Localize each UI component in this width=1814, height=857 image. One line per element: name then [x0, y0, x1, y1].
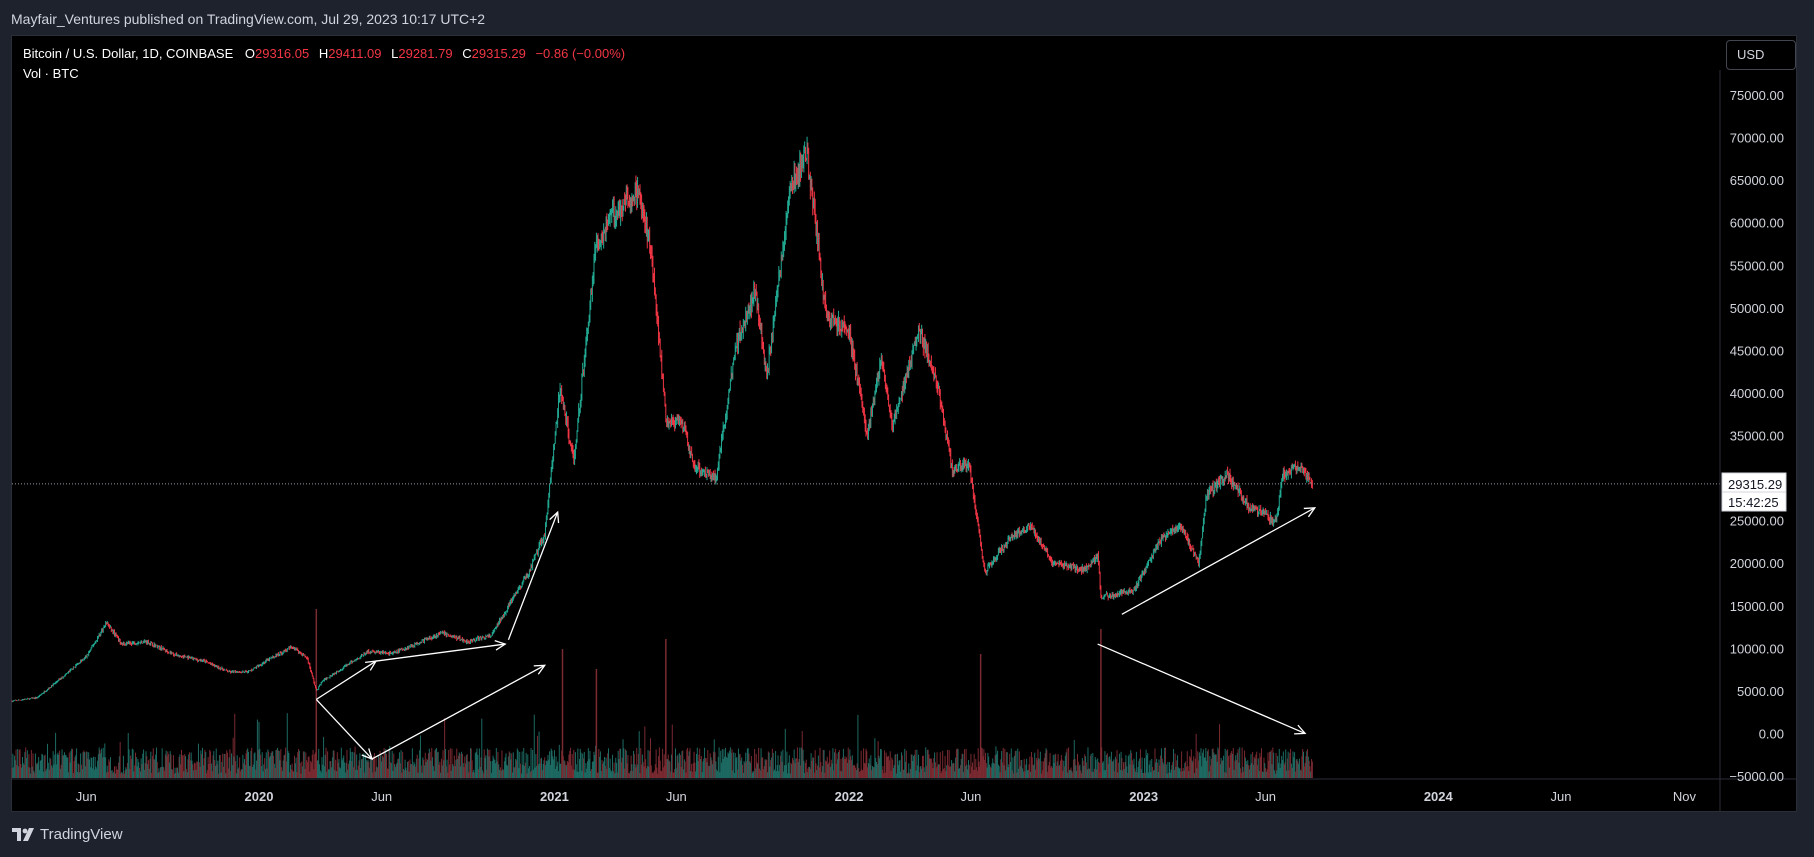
price-tag: 29315.29 15:42:25 [1721, 472, 1787, 512]
y-tick-label: −5000.00 [1729, 769, 1784, 784]
close-label: C [462, 46, 472, 61]
x-tick-label: 2021 [540, 789, 569, 804]
annotation-arrow [507, 510, 560, 641]
y-tick-label: 0.00 [1759, 726, 1784, 741]
open-label: O [244, 46, 255, 61]
low-label: L [391, 46, 399, 61]
x-tick-label: Jun [666, 789, 687, 804]
x-tick-label: Jun [1551, 789, 1572, 804]
publish-caption: Mayfair_Ventures published on TradingVie… [11, 11, 486, 27]
y-tick-label: 60000.00 [1730, 216, 1784, 231]
low-value: 29281.79 [398, 46, 453, 61]
y-tick-label: 35000.00 [1730, 429, 1784, 444]
annotation-arrow [315, 698, 374, 761]
annotation-arrow [1097, 643, 1307, 735]
y-tick-label: 75000.00 [1730, 88, 1784, 103]
y-tick-label: 50000.00 [1730, 301, 1784, 316]
tradingview-logo-icon [12, 827, 34, 841]
price-tag-countdown: 15:42:25 [1728, 495, 1779, 510]
time-axis: Jun 2020 Jun 2021 Jun 2022 Jun 2023 Jun 2024 Jun No… [76, 789, 1697, 804]
chart-pane[interactable] [11, 35, 1797, 812]
footer-brand: TradingView [40, 826, 123, 843]
y-tick-label: 70000.00 [1730, 131, 1784, 146]
x-tick-label: Jun [76, 789, 97, 804]
y-tick-label: 55000.00 [1730, 258, 1784, 273]
high-value: 29411.09 [328, 46, 382, 61]
symbol-name: Bitcoin / U.S. Dollar, 1D, COINBASE [23, 46, 234, 61]
price-tag-value: 29315.29 [1728, 477, 1782, 492]
y-tick-label: 20000.00 [1730, 556, 1784, 571]
annotation-arrows [315, 507, 1317, 761]
x-tick-label: 2023 [1129, 789, 1158, 804]
y-tick-label: 40000.00 [1730, 386, 1784, 401]
x-tick-label: Jun [371, 789, 392, 804]
x-tick-label: 2024 [1424, 789, 1454, 804]
high-label: H [318, 46, 329, 61]
volume-bars [11, 609, 1313, 778]
price-candles [11, 136, 1313, 703]
x-tick-label: Nov [1673, 789, 1697, 804]
volume-legend: Vol · BTC [23, 66, 79, 81]
x-tick-label: Jun [960, 789, 981, 804]
x-tick-label: 2020 [245, 789, 274, 804]
y-tick-label: 15000.00 [1730, 599, 1784, 614]
open-value: 29316.05 [254, 46, 310, 61]
x-tick-label: 2022 [835, 789, 864, 804]
currency-button[interactable]: USD [1726, 40, 1796, 70]
y-tick-label: 10000.00 [1730, 641, 1784, 656]
close-value: 29315.29 [471, 46, 526, 61]
annotation-arrow [1121, 507, 1317, 615]
change-value: −0.86 (−0.00%) [535, 46, 626, 61]
y-tick-label: 65000.00 [1730, 173, 1784, 188]
annotation-arrow [371, 664, 547, 760]
y-tick-label: 5000.00 [1737, 684, 1784, 699]
x-tick-label: Jun [1255, 789, 1276, 804]
y-tick-label: 25000.00 [1730, 514, 1784, 529]
y-tick-label: 45000.00 [1730, 343, 1784, 358]
price-axis: 75000.00 70000.00 65000.00 60000.00 55000.00… [1729, 88, 1784, 784]
annotation-arrow [375, 639, 507, 662]
tradingview-logo[interactable]: TradingView [12, 826, 123, 843]
symbol-legend: Bitcoin / U.S. Dollar, 1D, COINBASE O293… [23, 46, 625, 61]
